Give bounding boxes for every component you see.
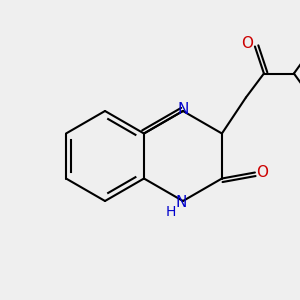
Text: O: O (242, 36, 254, 51)
Text: H: H (165, 206, 176, 219)
Text: O: O (256, 165, 268, 180)
Text: N: N (176, 195, 187, 210)
Text: N: N (177, 102, 189, 117)
